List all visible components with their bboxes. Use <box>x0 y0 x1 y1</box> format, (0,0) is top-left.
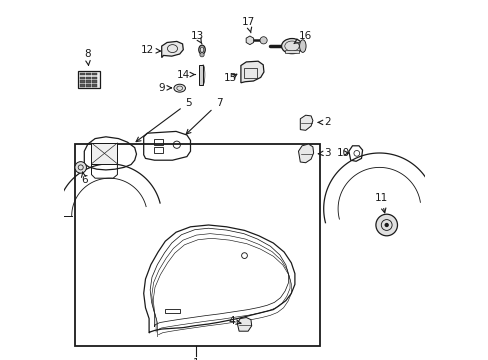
Polygon shape <box>241 61 264 83</box>
Text: 11: 11 <box>374 193 387 213</box>
Ellipse shape <box>174 84 185 92</box>
Bar <box>86 84 91 87</box>
Bar <box>153 139 163 145</box>
Text: 5: 5 <box>136 98 192 141</box>
Text: 15: 15 <box>224 73 237 83</box>
Bar <box>78 71 100 88</box>
Bar <box>244 68 257 78</box>
Polygon shape <box>298 144 313 163</box>
Bar <box>91 143 117 164</box>
Text: 2: 2 <box>317 117 330 127</box>
Bar <box>153 147 163 153</box>
Text: 10: 10 <box>336 148 349 158</box>
Text: 13: 13 <box>190 31 203 44</box>
Bar <box>284 50 299 53</box>
Text: 4: 4 <box>228 316 241 326</box>
Ellipse shape <box>281 39 302 54</box>
Bar <box>80 73 84 75</box>
Circle shape <box>200 53 204 57</box>
Bar <box>92 80 97 83</box>
Text: 9: 9 <box>158 83 171 93</box>
Ellipse shape <box>199 45 205 54</box>
Bar <box>199 65 203 85</box>
Text: 8: 8 <box>84 49 90 65</box>
Text: 3: 3 <box>318 148 330 158</box>
Bar <box>80 77 84 79</box>
Text: 17: 17 <box>241 17 254 33</box>
Text: 6: 6 <box>81 172 87 185</box>
Bar <box>86 77 91 79</box>
Text: 14: 14 <box>176 69 195 80</box>
Bar <box>92 77 97 79</box>
Polygon shape <box>300 115 312 130</box>
Bar <box>80 80 84 83</box>
Text: 12: 12 <box>141 45 160 55</box>
Text: 7: 7 <box>186 98 222 134</box>
Bar <box>86 80 91 83</box>
Bar <box>165 309 179 313</box>
Circle shape <box>384 223 388 227</box>
Text: 16: 16 <box>293 31 312 44</box>
Polygon shape <box>162 41 183 58</box>
Circle shape <box>260 37 266 44</box>
Ellipse shape <box>299 40 305 52</box>
Bar <box>75 144 320 346</box>
Circle shape <box>75 162 86 173</box>
Bar <box>86 73 91 75</box>
Text: 1: 1 <box>192 358 199 360</box>
Bar <box>92 73 97 75</box>
Polygon shape <box>237 318 251 331</box>
Bar <box>92 84 97 87</box>
Bar <box>80 84 84 87</box>
Circle shape <box>375 214 397 236</box>
